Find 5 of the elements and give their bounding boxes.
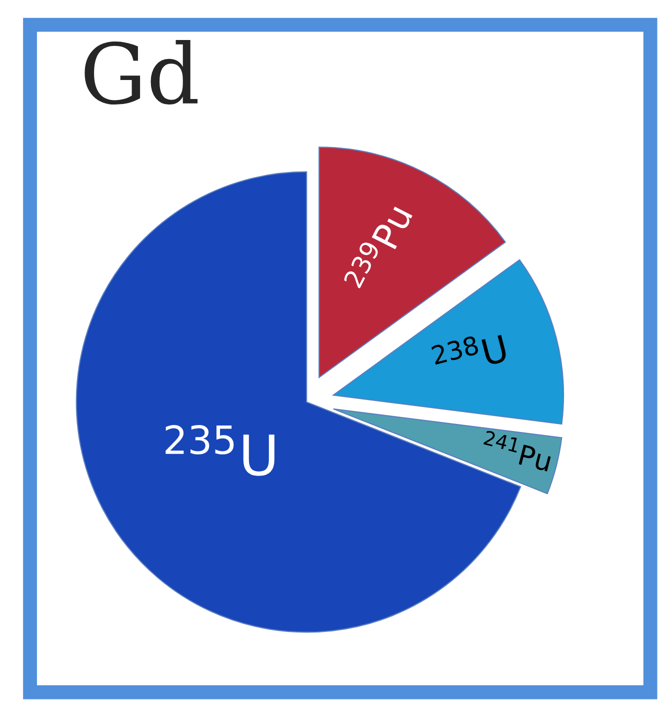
slice-label: $^{238}$U [431,328,508,378]
slice-label: $^{239}$Pu [343,200,413,295]
slice-label: $^{241}$Pu [480,430,554,472]
slice-label: $^{235}$U [166,425,274,476]
chart-title: Gd [84,40,198,105]
